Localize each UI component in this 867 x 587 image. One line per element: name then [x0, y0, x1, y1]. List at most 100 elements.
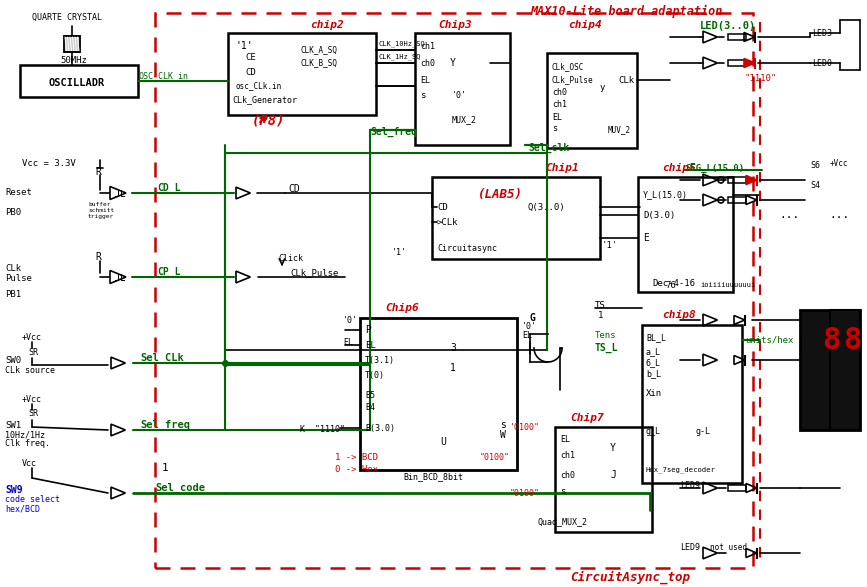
Text: MUV_2: MUV_2	[608, 126, 631, 134]
Text: PB1: PB1	[5, 289, 21, 299]
Bar	[432, 177, 600, 259]
Text: R: R	[95, 167, 101, 177]
Text: +Vcc: +Vcc	[22, 396, 42, 404]
Text: LED3: LED3	[812, 29, 832, 38]
Text: (P8): (P8)	[252, 113, 285, 127]
Bar	[228, 33, 376, 115]
Text: "1110": "1110"	[745, 73, 777, 83]
Text: units/hex: units/hex	[745, 336, 793, 345]
Text: B4: B4	[365, 403, 375, 413]
Text: '1': '1'	[602, 241, 618, 249]
Text: Bin_BCD_8bit: Bin_BCD_8bit	[403, 473, 463, 481]
Text: Xin: Xin	[646, 389, 662, 397]
Text: CLk_Pulse: CLk_Pulse	[290, 268, 338, 278]
Text: (LAB5): (LAB5)	[478, 187, 523, 201]
Text: E: E	[643, 233, 649, 243]
Text: hex/BCD: hex/BCD	[5, 504, 40, 514]
Text: MUX_2: MUX_2	[452, 116, 477, 124]
Bar	[728, 177, 746, 183]
Text: '1': '1'	[235, 41, 252, 51]
Text: chip4: chip4	[568, 20, 602, 30]
Text: s: s	[552, 123, 557, 133]
Text: SEG_L(15.0): SEG_L(15.0)	[685, 163, 744, 173]
Bar	[642, 325, 742, 483]
Text: K  "1110": K "1110"	[300, 426, 345, 434]
Text: QUARTE CRYSTAL: QUARTE CRYSTAL	[32, 12, 102, 22]
Text: Circuitasync: Circuitasync	[437, 244, 497, 252]
Text: '1': '1'	[392, 248, 407, 257]
Text: T(3.1): T(3.1)	[365, 356, 395, 365]
Text: 8: 8	[822, 326, 840, 355]
Bar	[800, 310, 860, 430]
Polygon shape	[744, 59, 755, 68]
Text: 76: 76	[665, 281, 675, 289]
Text: ...: ...	[780, 210, 800, 220]
Text: y: y	[600, 83, 605, 92]
Text: 0 -> Hex: 0 -> Hex	[335, 465, 378, 474]
Text: Sel_code: Sel_code	[155, 483, 205, 493]
Bar	[728, 34, 746, 40]
Text: CLK_A_SQ: CLK_A_SQ	[300, 46, 337, 55]
Bar	[728, 197, 746, 203]
Text: CircuitAsync_top: CircuitAsync_top	[570, 571, 690, 583]
Text: Sel_clk: Sel_clk	[528, 143, 569, 153]
Text: CLk_Pulse: CLk_Pulse	[552, 76, 594, 85]
Text: s: s	[500, 420, 505, 430]
Text: trigger: trigger	[88, 214, 114, 218]
Text: EL: EL	[560, 436, 570, 444]
Text: Chip7: Chip7	[570, 413, 603, 423]
Bar	[64, 36, 80, 52]
Text: Dec-4-16: Dec-4-16	[652, 278, 695, 288]
Text: SW1: SW1	[5, 420, 21, 430]
Text: Reset: Reset	[5, 187, 32, 197]
Text: CD: CD	[437, 203, 447, 211]
Text: +Vcc: +Vcc	[22, 332, 42, 342]
Text: 10Hz/1Hz: 10Hz/1Hz	[5, 430, 45, 440]
Text: '0100": '0100"	[510, 423, 540, 431]
Text: s: s	[420, 90, 426, 100]
Text: 1: 1	[450, 363, 456, 373]
Text: EL: EL	[343, 338, 353, 346]
Text: g_L: g_L	[646, 427, 661, 437]
Text: s: s	[560, 487, 565, 497]
Bar	[360, 318, 517, 470]
Text: EL: EL	[365, 340, 375, 349]
Text: G: G	[530, 313, 536, 323]
Text: Chip1: Chip1	[545, 163, 579, 173]
Text: Quad_MUX_2: Quad_MUX_2	[538, 518, 588, 527]
Text: CD: CD	[288, 184, 300, 194]
Text: Sel_freq: Sel_freq	[370, 127, 417, 137]
Text: CLk_Generator: CLk_Generator	[232, 96, 297, 104]
Text: LED(3..0): LED(3..0)	[700, 21, 756, 31]
Text: PB0: PB0	[5, 207, 21, 217]
Text: 1: 1	[162, 463, 169, 473]
Text: LED0: LED0	[812, 59, 832, 68]
Text: ch1: ch1	[552, 100, 567, 109]
Bar	[555, 427, 652, 532]
Text: Chip6: Chip6	[385, 303, 419, 313]
Text: ch0: ch0	[420, 59, 435, 68]
Text: not used: not used	[710, 544, 747, 552]
Text: Sel_freq: Sel_freq	[140, 420, 190, 430]
Text: J: J	[610, 470, 616, 480]
Text: CLK_B_SQ: CLK_B_SQ	[300, 59, 337, 68]
Text: P: P	[365, 325, 371, 335]
Text: code select: code select	[5, 495, 60, 504]
Text: EL: EL	[522, 330, 532, 339]
Text: a_L: a_L	[646, 348, 661, 356]
Text: BL_L: BL_L	[646, 333, 666, 342]
Text: Y: Y	[450, 58, 456, 68]
Text: 3: 3	[450, 343, 456, 353]
Text: 1 -> BCD: 1 -> BCD	[335, 454, 378, 463]
Text: "0100": "0100"	[480, 453, 510, 461]
Text: CD_L: CD_L	[157, 183, 180, 193]
Text: S4: S4	[810, 180, 820, 190]
Text: S6: S6	[810, 160, 820, 170]
Bar	[547, 53, 637, 148]
Text: ...: ...	[830, 210, 851, 220]
Text: Hex_7seg_decoder: Hex_7seg_decoder	[646, 467, 716, 473]
Text: osc_CLk.in: osc_CLk.in	[235, 82, 281, 90]
Text: >CLk: >CLk	[437, 218, 459, 227]
Text: '0': '0'	[452, 90, 467, 100]
Text: SW9: SW9	[5, 485, 23, 495]
